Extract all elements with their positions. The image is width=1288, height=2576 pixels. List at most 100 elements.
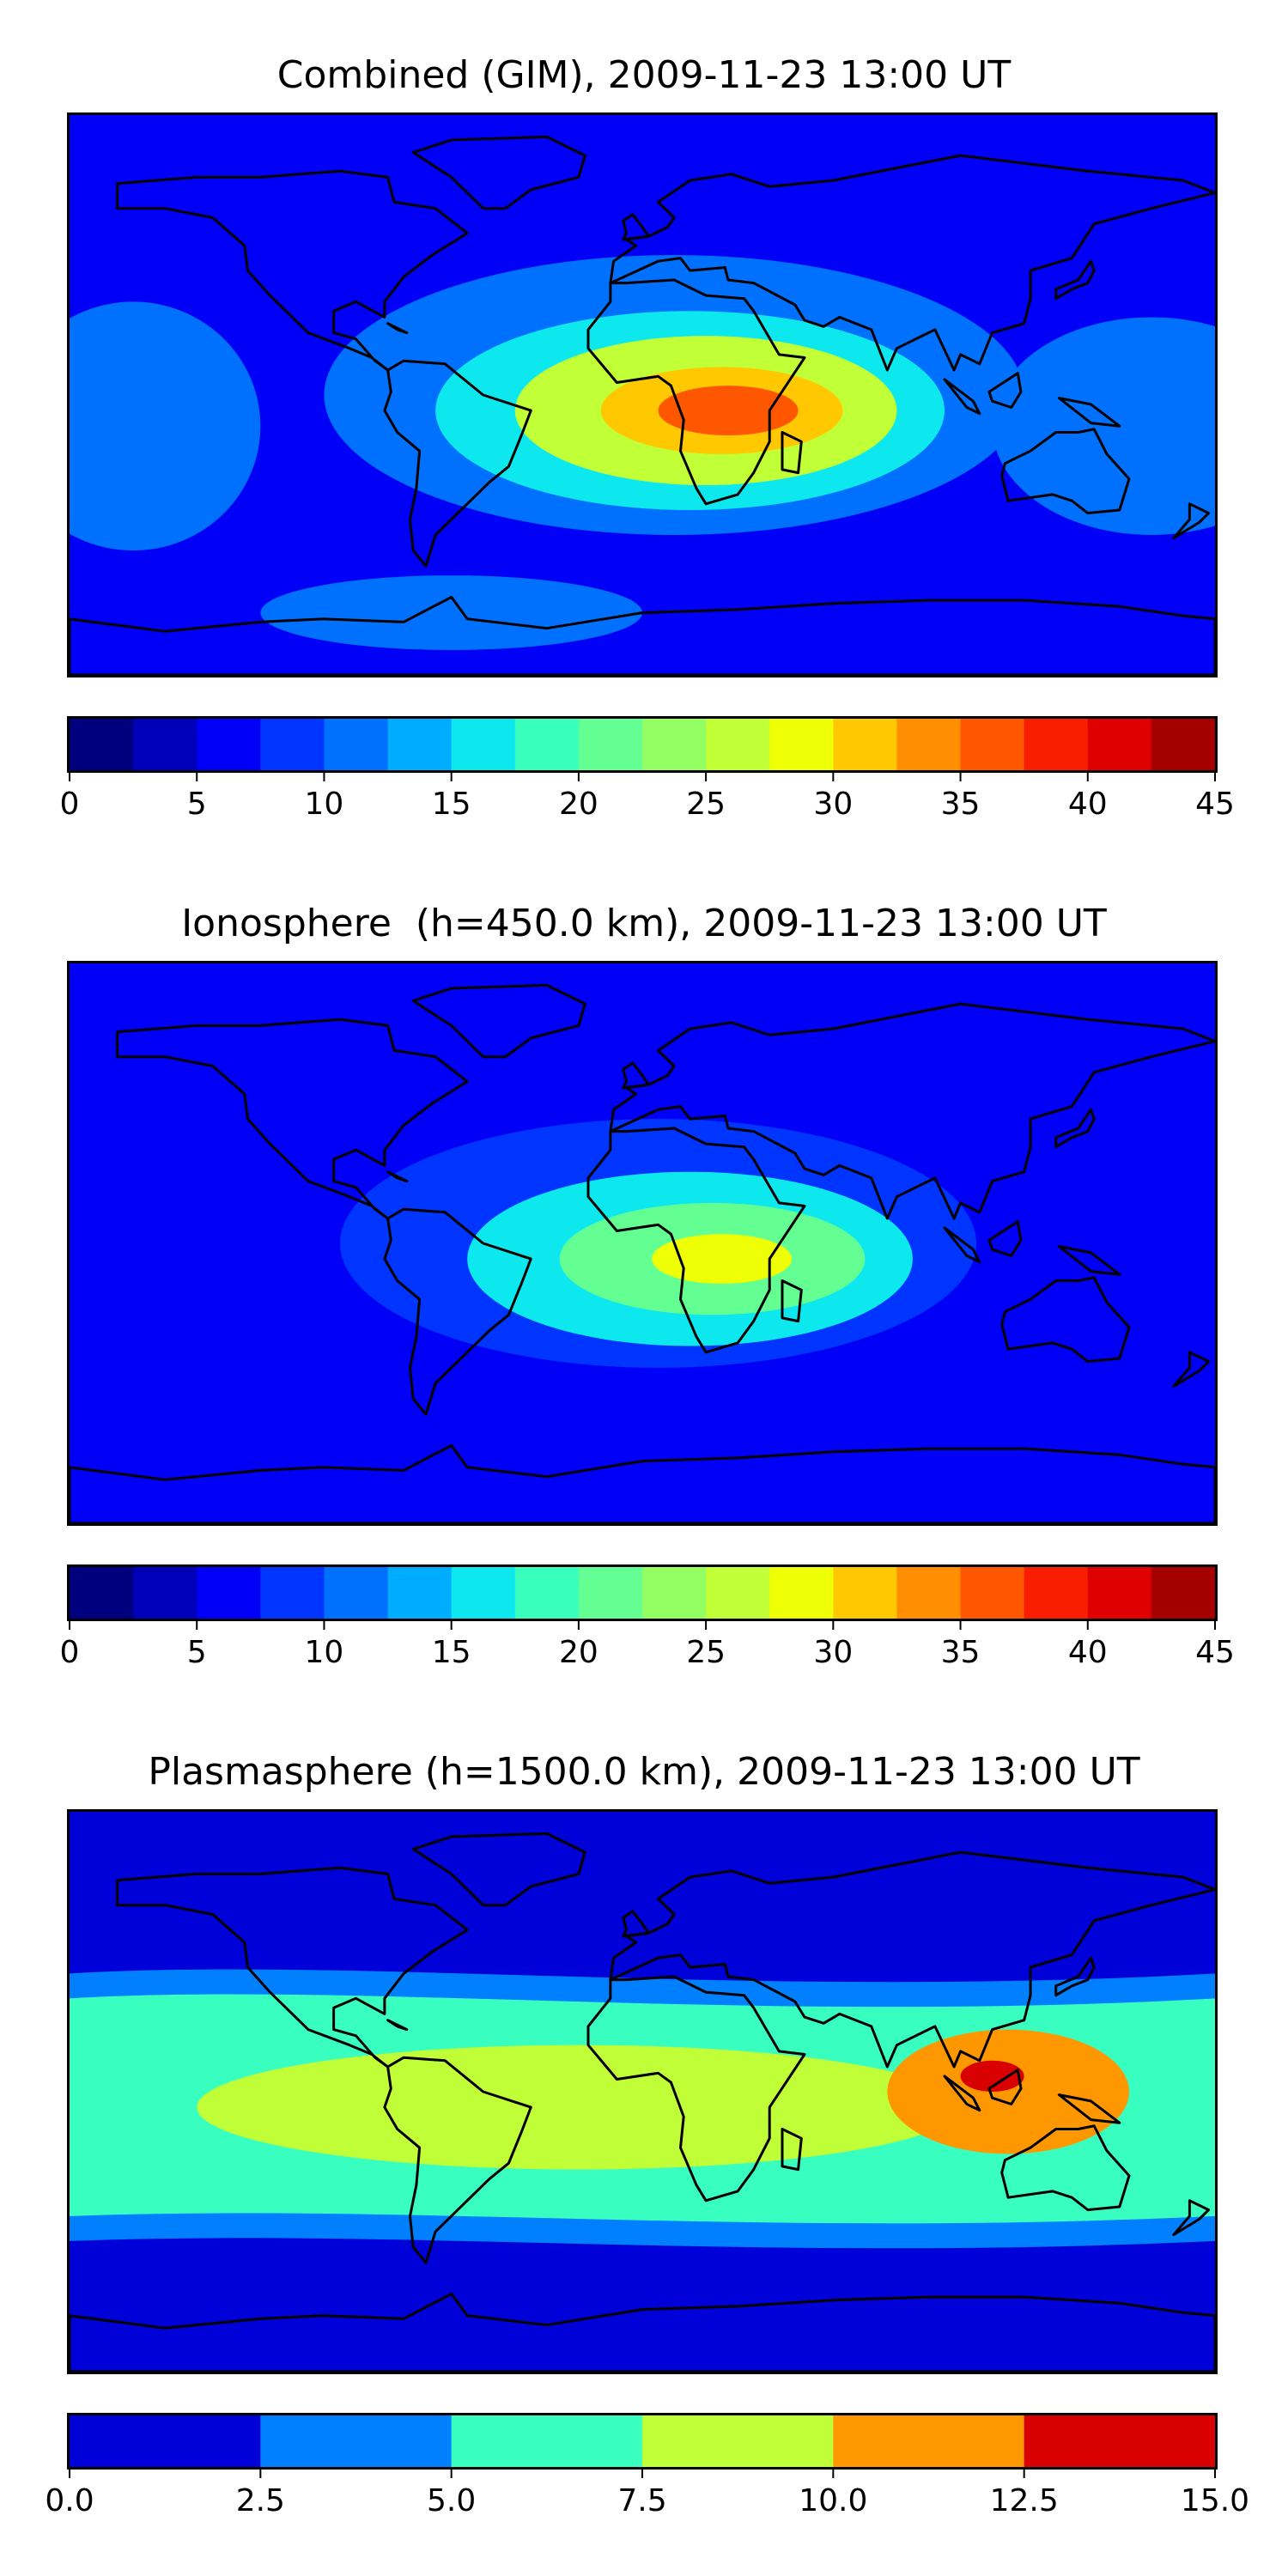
colorbar-segment-11 <box>769 719 834 770</box>
coastline-6 <box>411 135 586 210</box>
coastline-8 <box>1054 1108 1096 1149</box>
panel1-colorbar-ticks: 0 5 10 15 20 25 30 35 40 45 <box>60 773 1235 824</box>
colorbar-tick-label-7: 35 <box>941 1635 981 1670</box>
colorbar-tick-label-6: 30 <box>813 1635 853 1670</box>
colorbar-segment-15 <box>1024 719 1089 770</box>
panel1-title: Combined (GIM), 2009-11-23 13:00 UT <box>276 53 1012 97</box>
coastline-4 <box>1000 428 1131 515</box>
colorbar-tick-label-3: 7.5 <box>617 2483 666 2518</box>
colorbar-tick-label-6: 15.0 <box>1181 2483 1249 2518</box>
colorbar-segment-14 <box>960 719 1025 770</box>
coastline-12 <box>781 2128 803 2172</box>
contour-region-5 <box>70 301 261 551</box>
colorbar-segment-15 <box>1024 1567 1089 1619</box>
colorbar-segment-7 <box>514 719 580 770</box>
contour-region-7 <box>260 575 642 651</box>
coastline-1 <box>383 2056 532 2264</box>
coastline-4 <box>1000 2124 1131 2212</box>
panel2-map <box>67 961 1218 1526</box>
coastline-13 <box>1172 502 1211 540</box>
colorbar-segment-4 <box>324 719 389 770</box>
panel3-title: Plasmasphere (h=1500.0 km), 2009-11-23 1… <box>148 1750 1140 1794</box>
colorbar-tick-label-0: 0 <box>60 1635 80 1670</box>
colorbar-segment-13 <box>896 719 962 770</box>
colorbar-segment-13 <box>896 1567 962 1619</box>
colorbar-segment-16 <box>1087 1567 1152 1619</box>
colorbar-segment-17 <box>1151 719 1215 770</box>
colorbar-segment-1 <box>133 719 197 770</box>
colorbar-segment-2 <box>197 719 261 770</box>
coastline-1 <box>383 359 532 568</box>
panel1-colorbar-svg <box>70 719 1215 770</box>
colorbar-tick-label-8: 40 <box>1068 1635 1108 1670</box>
colorbar-tick-label-8: 40 <box>1068 787 1108 822</box>
colorbar-tick-label-0: 0 <box>60 787 80 822</box>
coastline-5 <box>70 1443 1215 1523</box>
colorbar-segment-3 <box>260 1567 325 1619</box>
colorbar-segment-3 <box>260 719 325 770</box>
colorbar-segment-4 <box>324 1567 389 1619</box>
coastline-7 <box>622 213 650 241</box>
panel2-map-svg <box>70 963 1215 1523</box>
colorbar-tick-label-2: 10 <box>305 1635 344 1670</box>
colorbar-segment-6 <box>451 1567 516 1619</box>
colorbar-segment-4 <box>833 2415 1025 2467</box>
coastline-9 <box>943 378 981 416</box>
colorbar-segment-10 <box>706 1567 770 1619</box>
colorbar-tick-label-9: 45 <box>1195 1635 1235 1670</box>
colorbar-segment-9 <box>642 1567 707 1619</box>
colorbar-tick-label-5: 25 <box>686 1635 726 1670</box>
panel3-map <box>67 1809 1218 2374</box>
panel2-colorbar-ticks: 0 5 10 15 20 25 30 35 40 45 <box>60 1621 1235 1673</box>
colorbar-tick-label-1: 2.5 <box>236 2483 285 2518</box>
colorbar-segment-8 <box>578 719 643 770</box>
contour-region-3 <box>652 1234 793 1285</box>
coastline-0 <box>116 169 469 372</box>
panel3-colorbar-svg <box>70 2415 1215 2467</box>
coastline-6 <box>411 983 586 1059</box>
coastline-1 <box>383 1207 532 1416</box>
colorbar-segment-0 <box>70 719 134 770</box>
colorbar-segment-3 <box>642 2415 834 2467</box>
panel1-ticks-svg: 0 5 10 15 20 25 30 35 40 45 <box>60 773 1235 822</box>
colorbar-segment-9 <box>642 719 707 770</box>
coastline-2 <box>586 1127 806 1354</box>
coastline-0 <box>116 1018 469 1220</box>
colorbar-tick-label-4: 10.0 <box>799 2483 867 2518</box>
colorbar-segment-0 <box>70 2415 261 2467</box>
coastline-3 <box>609 154 1215 372</box>
coastline-11 <box>1057 397 1121 428</box>
coastline-0 <box>116 1866 469 2069</box>
coastline-5 <box>70 595 1215 675</box>
colorbar-segment-14 <box>960 1567 1025 1619</box>
colorbar-segment-17 <box>1151 1567 1215 1619</box>
colorbar-segment-12 <box>833 1567 897 1619</box>
coastline-2 <box>586 278 806 506</box>
coastline-2 <box>586 1975 806 2202</box>
colorbar-tick-label-5: 25 <box>686 787 726 822</box>
coastline-6 <box>411 1832 586 1907</box>
contour-region-0 <box>197 2044 961 2170</box>
colorbar-segment-1 <box>133 1567 197 1619</box>
contour-region-2 <box>960 2060 1024 2092</box>
colorbar-tick-label-9: 45 <box>1195 787 1235 822</box>
colorbar-tick-label-4: 20 <box>559 787 598 822</box>
coastline-8 <box>1054 1956 1096 1997</box>
colorbar-segment-5 <box>387 1567 453 1619</box>
colorbar-tick-label-2: 5.0 <box>427 2483 476 2518</box>
coastline-3 <box>609 1002 1215 1220</box>
colorbar-segment-8 <box>578 1567 643 1619</box>
coastline-13 <box>1172 1351 1211 1388</box>
coastline-3 <box>609 1850 1215 2069</box>
colorbar-segment-5 <box>387 719 453 770</box>
colorbar-tick-label-1: 5 <box>187 1635 207 1670</box>
colorbar-segment-0 <box>70 1567 134 1619</box>
coastline-8 <box>1054 259 1096 301</box>
colorbar-tick-label-6: 30 <box>813 787 853 822</box>
colorbar-tick-label-0: 0.0 <box>45 2483 94 2518</box>
panel1-colorbar <box>67 716 1218 773</box>
panel1-map-svg <box>70 115 1215 675</box>
coastline-14 <box>386 322 409 335</box>
panel3-colorbar-ticks: 0.0 2.5 5.0 7.5 10.0 12.5 15.0 <box>45 2470 1249 2521</box>
coastline-10 <box>987 372 1023 409</box>
